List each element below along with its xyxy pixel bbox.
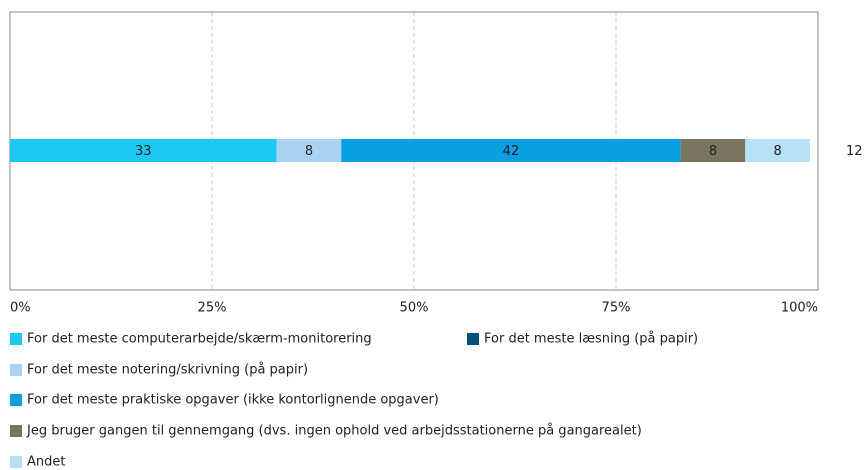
legend-label: Jeg bruger gangen til gennemgang (dvs. i…	[26, 424, 642, 439]
legend-label: For det meste læsning (på papir)	[484, 332, 698, 347]
legend-label: For det meste notering/skrivning (på pap…	[27, 363, 308, 378]
data-label: 8	[773, 144, 781, 159]
bar-segment	[680, 139, 746, 162]
x-tick-label: 50%	[400, 301, 429, 316]
legend-label: For det meste computerarbejde/skærm-moni…	[27, 332, 372, 347]
data-label: 42	[503, 144, 520, 159]
x-tick-label: 0%	[10, 301, 31, 316]
x-tick-label: 75%	[602, 301, 631, 316]
legend-swatch	[10, 425, 22, 437]
data-label: 33	[135, 144, 152, 159]
total-label: 12	[846, 144, 863, 159]
bar-segment	[745, 139, 810, 162]
legend-swatch	[10, 394, 22, 406]
legend-swatch	[10, 333, 22, 345]
data-label: 8	[709, 144, 717, 159]
bar-segment	[341, 139, 681, 162]
legend-label: Andet	[27, 455, 65, 470]
data-label: 8	[305, 144, 313, 159]
legend-swatch	[467, 333, 479, 345]
bar-segment	[10, 139, 277, 162]
x-tick-label: 100%	[781, 301, 818, 316]
legend-swatch	[10, 364, 22, 376]
legend-label: For det meste praktiske opgaver (ikke ko…	[27, 393, 439, 408]
legend-swatch	[10, 456, 22, 468]
x-tick-label: 25%	[198, 301, 227, 316]
bar-segment	[276, 139, 342, 162]
